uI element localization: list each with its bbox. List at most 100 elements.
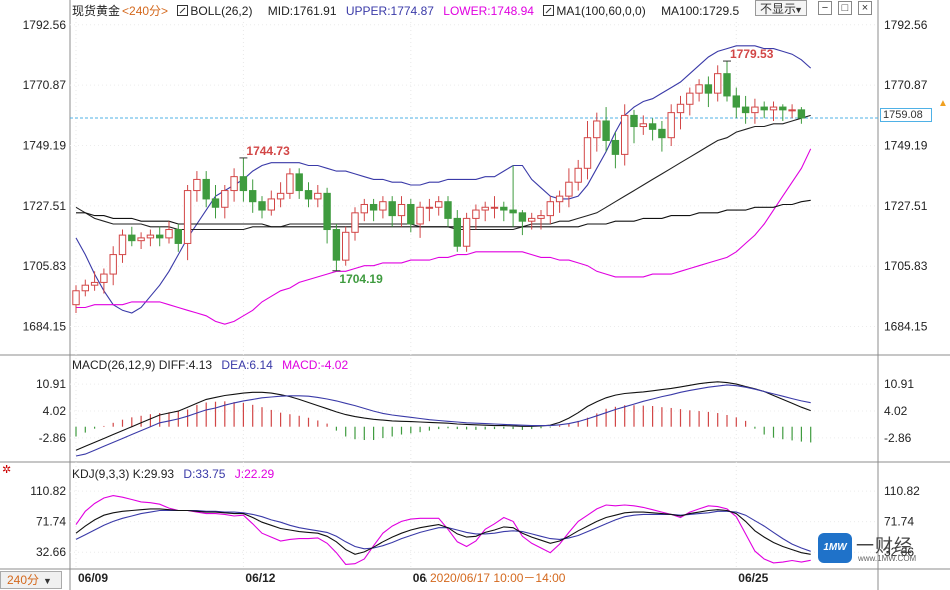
ma-legend-item: MA1(100,60,0,0) <box>543 4 651 18</box>
candle-body <box>156 234 164 239</box>
y-tick-label-left: 4.02 <box>43 404 67 418</box>
candle-body <box>630 114 638 128</box>
macd-diff: DIFF:4.13 <box>158 358 213 372</box>
candle-body <box>462 217 471 247</box>
y-tick-label-left: 110.82 <box>30 484 66 498</box>
candle-body <box>425 206 434 209</box>
candle-body <box>453 217 462 247</box>
candle-body <box>267 198 276 211</box>
candle-body <box>555 195 564 203</box>
candle-body <box>648 123 657 130</box>
kdj-d-line <box>75 509 811 552</box>
candle-body <box>760 106 768 111</box>
time-tooltip: 2020/06/17 10:00－14:00 <box>427 571 569 586</box>
kdj-d: D:33.75 <box>183 467 226 481</box>
y-tick-label-left: 1749.19 <box>23 139 67 153</box>
candle-body <box>565 181 573 197</box>
candle-body <box>695 84 703 94</box>
candle-body <box>686 92 694 105</box>
x-tick-label: 06/25 <box>738 571 768 585</box>
boll-upper-line <box>75 45 812 314</box>
ma-value: MA100:1729.5 <box>661 4 740 18</box>
ma-label: MA1(100,60,0,0) <box>556 4 646 18</box>
macd-label: MACD(26,12,9) <box>72 358 156 372</box>
candle-body <box>323 192 331 231</box>
current-price-tag: 1759.08 <box>880 108 932 122</box>
candle-body <box>100 273 108 283</box>
candle-body <box>193 178 201 192</box>
y-tick-label-left: 1705.83 <box>23 259 67 273</box>
candle-body <box>137 237 145 242</box>
candle-body <box>741 106 750 114</box>
candle-body <box>276 192 285 200</box>
candle-body <box>537 215 545 219</box>
candle-body <box>779 106 787 111</box>
price-up-arrow-icon: ▲ <box>938 98 948 109</box>
candle-body <box>611 139 620 155</box>
y-tick-label-right: 1705.83 <box>884 259 928 273</box>
candle-body <box>583 137 592 169</box>
y-tick-label-right: 10.91 <box>884 377 914 391</box>
y-tick-label-left: 1770.87 <box>23 78 67 92</box>
candle-body <box>472 209 480 219</box>
hide-dropdown[interactable]: 不显示 ▼ <box>755 0 807 16</box>
candle-body <box>676 103 685 114</box>
candle-body <box>360 203 369 214</box>
close-button[interactable]: × <box>858 1 872 15</box>
indicator-icon[interactable] <box>543 5 555 16</box>
price-annotation: 1744.73 <box>246 144 290 158</box>
settings-gear-icon[interactable]: ✲ <box>2 464 12 476</box>
candle-body <box>388 201 396 217</box>
y-tick-label-left: 10.91 <box>36 377 66 391</box>
candle-body <box>732 95 740 108</box>
candle-body <box>481 206 489 211</box>
period-selector[interactable]: 240分 ▼ <box>0 571 62 589</box>
boll-upper: UPPER:1774.87 <box>345 4 434 18</box>
candle-body <box>342 231 350 261</box>
candle-body <box>528 217 536 222</box>
candle-body <box>658 128 666 139</box>
candle-body <box>332 229 341 261</box>
candle-body <box>490 206 499 209</box>
maximize-button[interactable]: □ <box>838 1 852 15</box>
candle-body <box>128 234 136 242</box>
y-tick-label-right: 71.74 <box>884 515 914 529</box>
candle-body <box>146 234 155 239</box>
candle-body <box>723 73 731 97</box>
indicator-icon[interactable] <box>177 5 189 16</box>
candle-body <box>751 106 759 114</box>
kdj-k: K:29.93 <box>132 467 175 481</box>
y-tick-label-left: 32.66 <box>36 545 66 559</box>
candle-body <box>211 198 220 208</box>
candle-body <box>72 290 80 306</box>
macd-legend: MACD(26,12,9) DIFF:4.13 DEA:6.14 MACD:-4… <box>72 358 354 372</box>
y-tick-label-right: 32.66 <box>884 545 914 559</box>
watermark-logo: 1MW <box>818 533 852 563</box>
minimize-button[interactable]: − <box>818 1 832 15</box>
y-tick-label-right: 110.82 <box>884 484 920 498</box>
candle-body <box>369 203 378 211</box>
candle-body <box>286 173 294 194</box>
kdj-legend: KDJ(9,3,3) K:29.93 D:33.75 J:22.29 <box>72 467 280 481</box>
ma100-line <box>76 199 811 228</box>
y-tick-label-left: 71.74 <box>36 515 66 529</box>
watermark-url: www.1MW.COM <box>858 554 917 563</box>
price-pane: 1744.73 1704.19 1779.53 <box>70 45 878 325</box>
kdj-j-line <box>75 495 811 565</box>
candle-body <box>397 203 406 217</box>
boll-label: BOLL(26,2) <box>190 4 253 18</box>
price-legend: 现货黄金 <240分> BOLL(26,2) MID:1761.91 UPPER:… <box>72 2 745 19</box>
candle-body <box>602 120 610 141</box>
candle-body <box>295 173 303 192</box>
candle-body <box>788 109 796 112</box>
candle-body <box>769 106 778 111</box>
candle-body <box>221 190 229 208</box>
candle-body <box>667 112 675 139</box>
macd-dea-line <box>75 384 811 457</box>
candle-body <box>81 284 89 292</box>
candle-body <box>118 234 127 256</box>
period-label: <240分> <box>122 4 169 18</box>
candle-body <box>435 201 443 208</box>
price-annotation: 1704.19 <box>339 272 383 286</box>
